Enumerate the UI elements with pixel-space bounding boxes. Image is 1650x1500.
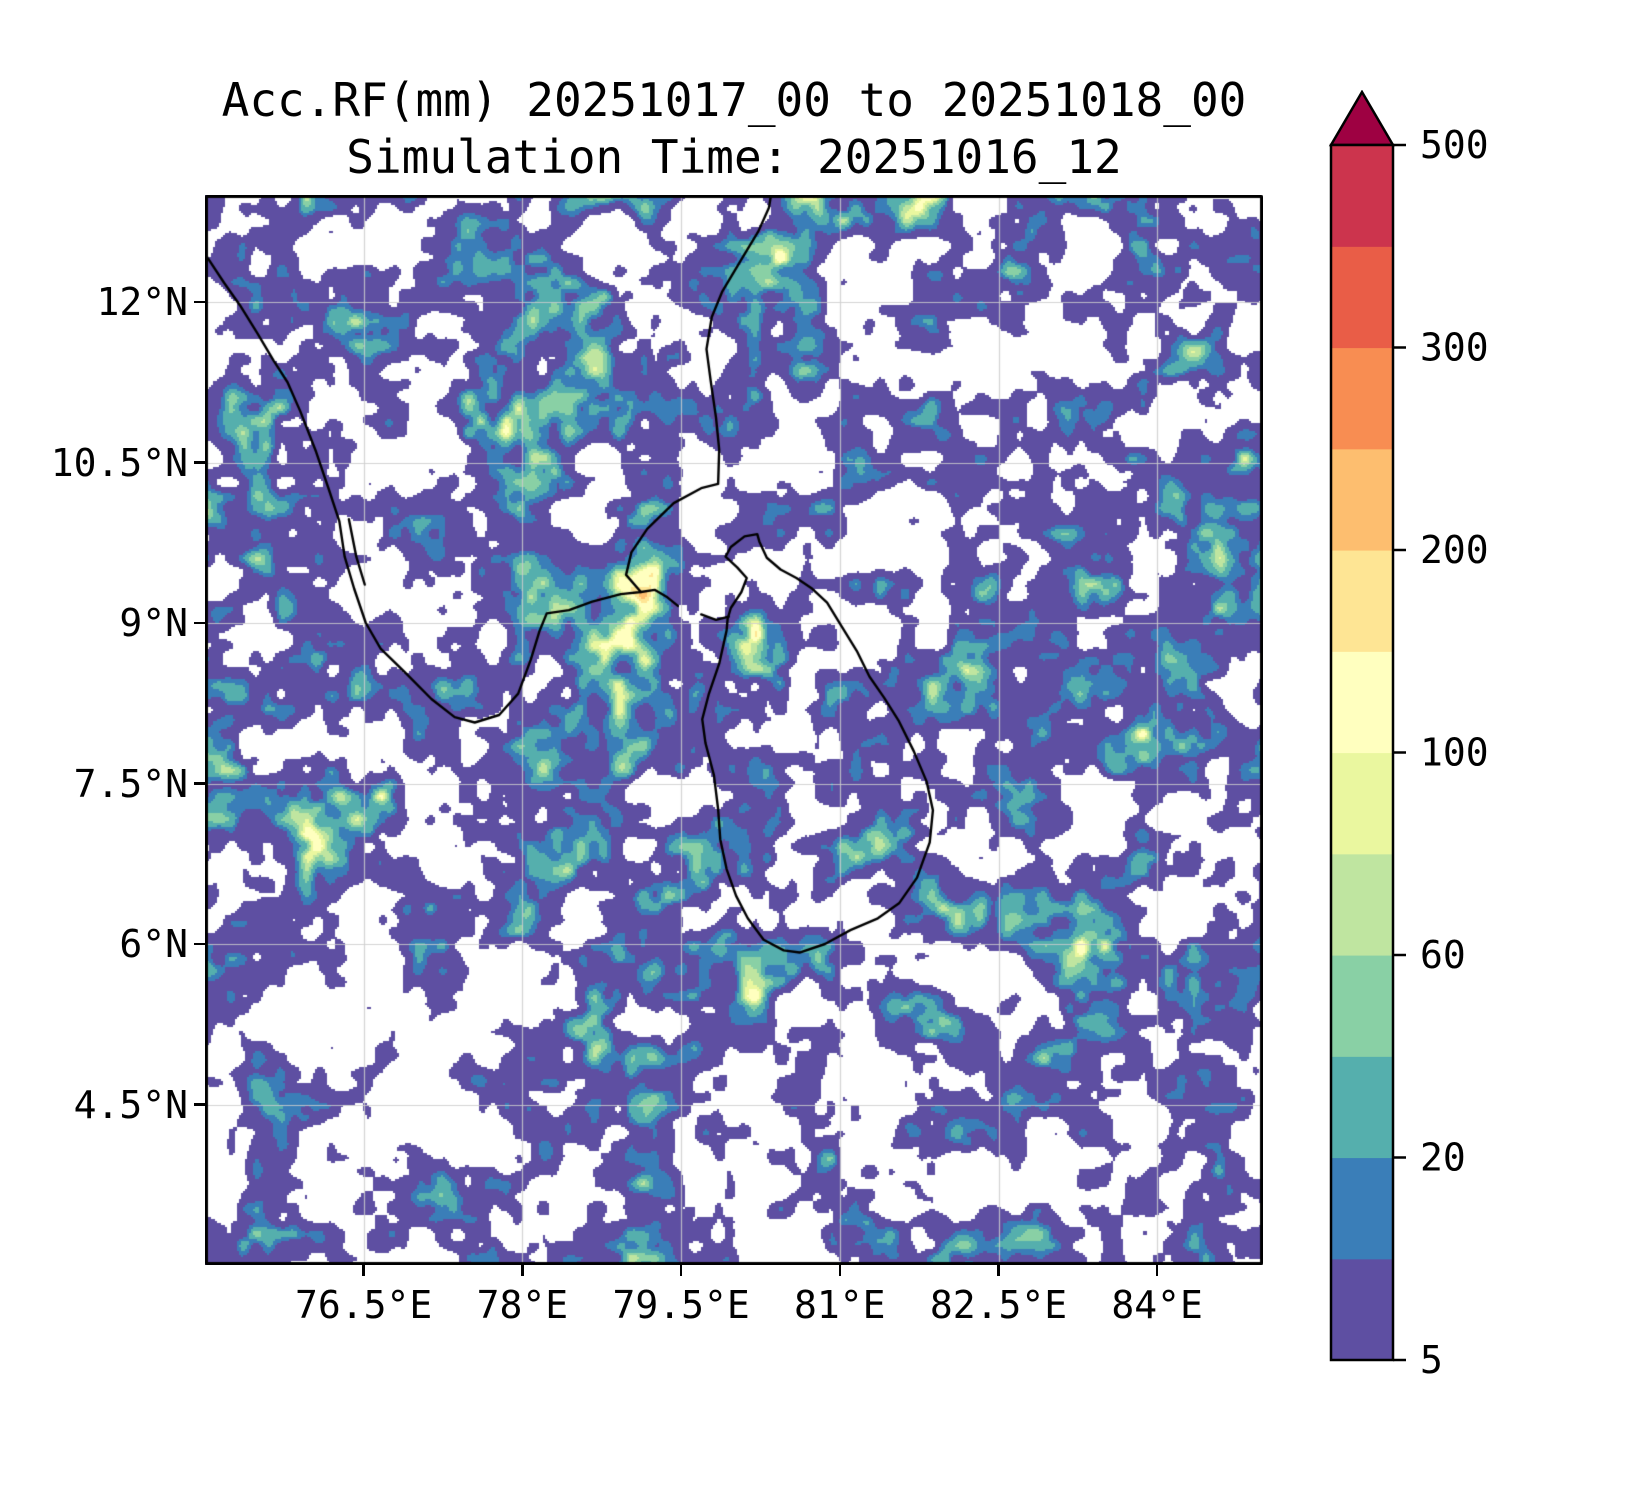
colorbar-band-200-250 bbox=[1331, 448, 1393, 551]
colorbar-band-10-20 bbox=[1331, 1157, 1393, 1260]
x-tick-label: 81°E bbox=[794, 1283, 886, 1327]
y-tick-mark bbox=[194, 621, 205, 625]
y-tick-label: 10.5°N bbox=[50, 440, 188, 485]
colorbar-band-20-40 bbox=[1331, 1056, 1393, 1159]
colorbar-tick-label: 5 bbox=[1420, 1338, 1443, 1382]
y-tick-mark bbox=[194, 942, 205, 946]
x-tick-label: 79.5°E bbox=[612, 1283, 750, 1327]
y-tick-mark bbox=[194, 782, 205, 785]
colorbar-band-80-100 bbox=[1331, 752, 1393, 855]
colorbar-band-150-200 bbox=[1331, 550, 1393, 652]
colorbar-tick-label: 100 bbox=[1420, 731, 1489, 775]
x-tick-mark bbox=[1155, 1265, 1159, 1276]
x-tick-mark bbox=[838, 1265, 842, 1276]
x-tick-label: 82.5°E bbox=[929, 1283, 1068, 1327]
x-tick-label: 76.5°E bbox=[295, 1283, 433, 1327]
y-tick-label: 12°N bbox=[96, 280, 188, 324]
y-tick-label: 4.5°N bbox=[73, 1082, 188, 1127]
x-tick-mark bbox=[997, 1265, 1000, 1276]
y-tick-mark bbox=[194, 300, 205, 304]
colorbar-band-300-400 bbox=[1331, 246, 1393, 349]
colorbar-band-250-300 bbox=[1331, 347, 1393, 450]
y-tick-label: 6°N bbox=[119, 922, 188, 966]
colorbar-tick-label: 300 bbox=[1420, 326, 1489, 370]
y-tick-label: 7.5°N bbox=[73, 761, 188, 806]
colorbar-band-60-80 bbox=[1331, 853, 1393, 956]
y-tick-label: 9°N bbox=[119, 601, 188, 645]
x-tick-label: 78°E bbox=[476, 1283, 569, 1327]
x-tick-mark bbox=[679, 1265, 683, 1276]
x-tick-label: 84°E bbox=[1111, 1283, 1203, 1327]
colorbar-tick-label: 500 bbox=[1420, 123, 1489, 167]
colorbar-band-40-60 bbox=[1331, 955, 1393, 1057]
colorbar-band-100-150 bbox=[1331, 651, 1393, 754]
rainfall-map-canvas bbox=[205, 195, 1263, 1265]
x-tick-mark bbox=[362, 1265, 365, 1276]
colorbar-extend-arrow bbox=[1328, 90, 1396, 147]
colorbar-band-5-10 bbox=[1331, 1258, 1393, 1361]
y-tick-mark bbox=[194, 1103, 205, 1106]
chart-title: Acc.RF(mm) 20251017_00 to 20251018_00 bbox=[221, 73, 1247, 127]
x-tick-mark bbox=[521, 1265, 524, 1276]
colorbar-tick-label: 200 bbox=[1420, 528, 1489, 572]
colorbar-tick-label: 60 bbox=[1420, 933, 1466, 977]
colorbar-band-400-500 bbox=[1331, 145, 1393, 247]
chart-subtitle: Simulation Time: 20251016_12 bbox=[346, 130, 1122, 184]
colorbar-tick-label: 20 bbox=[1420, 1136, 1466, 1180]
colorbar: 5 20 60 100 200 300 500 bbox=[1328, 90, 1489, 1382]
y-tick-mark bbox=[194, 461, 205, 464]
